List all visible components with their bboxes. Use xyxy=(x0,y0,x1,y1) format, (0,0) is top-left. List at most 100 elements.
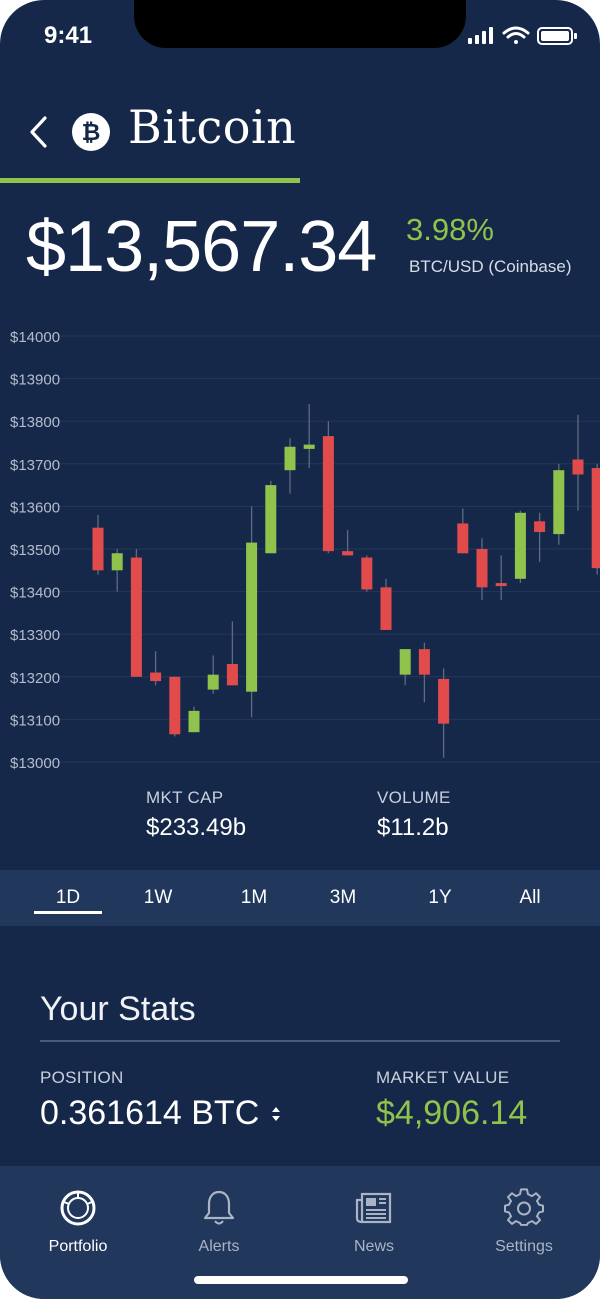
chevron-left-icon xyxy=(30,116,47,148)
candle[interactable] xyxy=(188,706,200,733)
candle-body xyxy=(130,557,142,677)
y-tick-label: $14000 xyxy=(10,329,60,346)
candle-body xyxy=(169,676,181,735)
range-tab-1y[interactable]: 1Y xyxy=(428,887,452,908)
price-change-percent: 3.98% xyxy=(406,212,494,247)
candle-body xyxy=(246,542,258,692)
candle-body xyxy=(572,459,584,475)
y-tick-label: $13100 xyxy=(10,712,60,729)
position-value: 0.361614 BTC xyxy=(40,1094,260,1132)
title-underline xyxy=(0,178,300,183)
candle[interactable] xyxy=(399,649,411,686)
candle-body xyxy=(226,664,238,686)
current-price: $13,567.34 xyxy=(26,207,377,287)
y-tick-label: $13300 xyxy=(10,627,60,644)
trading-pair-label: BTC/USD (Coinbase) xyxy=(409,257,572,276)
candle[interactable] xyxy=(303,404,315,469)
candle[interactable] xyxy=(361,555,373,592)
candle-body xyxy=(303,444,315,449)
candle[interactable] xyxy=(92,514,104,575)
candle-body xyxy=(476,549,488,588)
stats-divider xyxy=(40,1040,560,1042)
candle[interactable] xyxy=(246,506,258,718)
market-cap-value: $233.49b xyxy=(146,814,247,841)
y-tick-label: $13900 xyxy=(10,372,60,389)
volume-stat: VOLUME $11.2b xyxy=(377,788,451,842)
candle[interactable] xyxy=(476,538,488,601)
candle[interactable] xyxy=(207,655,219,694)
candle[interactable] xyxy=(534,512,546,562)
candle[interactable] xyxy=(553,463,565,545)
candle-body xyxy=(265,485,277,554)
tab-news[interactable]: News xyxy=(314,1188,434,1256)
candle-body xyxy=(380,587,392,630)
candle[interactable] xyxy=(457,508,469,554)
bitcoin-icon: ₿ xyxy=(72,113,110,151)
candle-body xyxy=(150,672,162,682)
tab-settings[interactable]: Settings xyxy=(464,1188,584,1256)
status-time: 9:41 xyxy=(44,22,93,49)
battery-icon xyxy=(537,27,577,45)
position-stat: POSITION 0.361614 BTC xyxy=(40,1068,283,1133)
candle[interactable] xyxy=(111,549,123,592)
newspaper-icon xyxy=(355,1192,392,1224)
time-range-selector: 1D 1W 1M 3M 1Y All xyxy=(0,870,600,926)
range-tab-3m[interactable]: 3M xyxy=(329,887,357,908)
range-tab-1w[interactable]: 1W xyxy=(143,887,173,908)
y-tick-label: $13500 xyxy=(10,542,60,559)
status-icons xyxy=(468,26,577,45)
candle[interactable] xyxy=(418,642,430,703)
candle[interactable] xyxy=(591,463,600,575)
candle-body xyxy=(284,446,296,471)
range-tab-1m[interactable]: 1M xyxy=(240,887,268,908)
home-indicator xyxy=(194,1276,408,1284)
tab-alerts[interactable]: Alerts xyxy=(159,1188,279,1256)
candle-body xyxy=(457,523,469,554)
candle-body xyxy=(342,551,354,556)
back-button[interactable] xyxy=(22,110,54,154)
candle[interactable] xyxy=(438,668,450,758)
candle[interactable] xyxy=(495,555,507,601)
candle-body xyxy=(111,553,123,571)
candle-body xyxy=(361,557,373,590)
candle-body xyxy=(438,678,450,724)
range-tab-1d[interactable]: 1D xyxy=(34,870,102,926)
candle[interactable] xyxy=(380,578,392,630)
volume-label: VOLUME xyxy=(377,788,451,807)
candlestick-chart[interactable]: $14000 $13900 $13800 $13700 $13600 $13500 $134… xyxy=(0,316,600,786)
y-tick-label: $13200 xyxy=(10,670,60,687)
device-notch xyxy=(134,0,466,48)
candle-body xyxy=(591,468,600,569)
candle-body xyxy=(495,583,507,587)
tab-portfolio[interactable]: Portfolio xyxy=(18,1188,138,1256)
sort-arrows-icon xyxy=(272,1106,281,1121)
candle[interactable] xyxy=(322,421,334,554)
wifi-icon xyxy=(502,26,530,44)
candle[interactable] xyxy=(130,549,142,677)
candle-body xyxy=(92,527,104,571)
candle[interactable] xyxy=(226,621,238,686)
candle-body xyxy=(418,649,430,675)
market-value-label: MARKET VALUE xyxy=(376,1068,510,1087)
candle-body xyxy=(553,470,565,535)
range-tab-all[interactable]: All xyxy=(519,887,541,908)
candle[interactable] xyxy=(284,438,296,494)
market-value-amount: $4,906.14 xyxy=(376,1094,528,1132)
candle-body xyxy=(322,436,334,552)
candle[interactable] xyxy=(342,529,354,556)
tab-alerts-label: Alerts xyxy=(198,1238,240,1255)
y-tick-label: $13800 xyxy=(10,414,60,431)
portfolio-icon xyxy=(60,1190,96,1226)
tab-settings-label: Settings xyxy=(495,1238,553,1255)
y-tick-label: $13400 xyxy=(10,585,60,602)
position-selector[interactable]: 0.361614 BTC xyxy=(40,1094,283,1133)
y-tick-label: $13600 xyxy=(10,499,60,516)
candle[interactable] xyxy=(169,676,181,737)
page-title: Bitcoin xyxy=(128,100,297,154)
candle[interactable] xyxy=(514,510,526,584)
candle[interactable] xyxy=(265,480,277,554)
candle[interactable] xyxy=(150,651,162,686)
y-tick-label: $13700 xyxy=(10,457,60,474)
candle[interactable] xyxy=(572,414,584,511)
